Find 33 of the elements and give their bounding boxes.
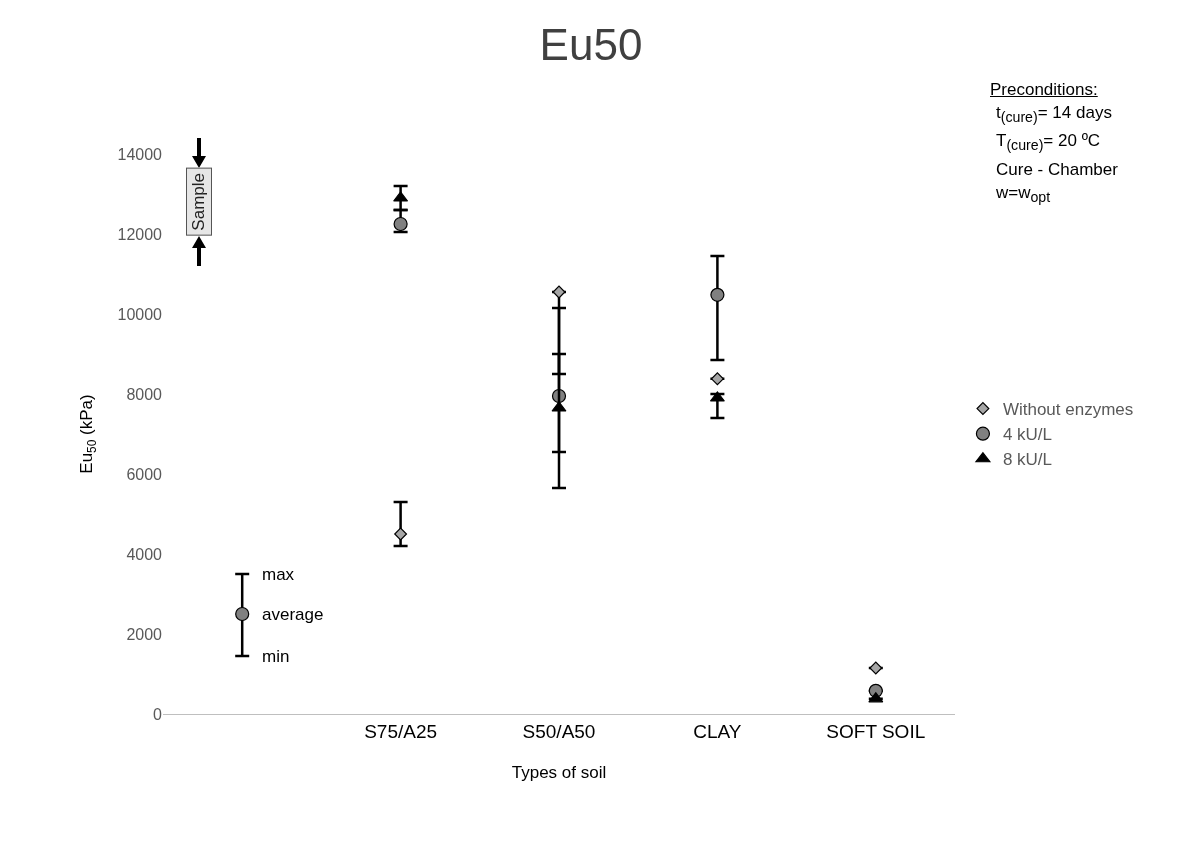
y-tick-label: 14000 xyxy=(117,145,163,163)
y-tick-label: 12000 xyxy=(117,225,163,243)
point xyxy=(869,661,883,675)
y-tick-label: 10000 xyxy=(117,305,163,323)
annotation: Sample xyxy=(186,168,212,236)
x-axis-title: Types of soil xyxy=(511,763,607,783)
text: Cure - Chamber xyxy=(995,158,1118,181)
x-tick-label: S75/A25 xyxy=(364,720,438,742)
y-tick-label: 6000 xyxy=(126,465,163,483)
y-tick-label: 4000 xyxy=(126,545,163,563)
chart-title: Eu50 xyxy=(539,20,643,70)
point xyxy=(235,606,250,622)
text: t$_{(cure)}$= 14 days xyxy=(995,102,1113,128)
x-tick-label: SOFT SOIL xyxy=(826,720,926,742)
text: T$_{(cure)}$= 20 ºC xyxy=(995,130,1102,156)
legend-label: Without enzymes xyxy=(1002,400,1134,420)
point xyxy=(394,527,408,541)
point xyxy=(393,216,408,232)
legend-label: 4 kU/L xyxy=(1002,425,1053,445)
point xyxy=(710,287,725,302)
x-tick-label: CLAY xyxy=(693,720,742,742)
point xyxy=(710,372,724,386)
annotation: min xyxy=(262,647,290,666)
text: w=w$_{opt}$ xyxy=(995,181,1052,208)
y-tick-label: 0 xyxy=(153,705,163,723)
point xyxy=(552,285,566,299)
annotation: max xyxy=(262,565,295,584)
x-tick-label: S50/A50 xyxy=(522,720,596,742)
annotation: average xyxy=(262,605,324,624)
y-tick-label: 8000 xyxy=(126,385,163,403)
legend-label: 8 kU/L xyxy=(1002,450,1053,470)
y-tick-label: 2000 xyxy=(126,625,163,643)
text: Preconditions: xyxy=(990,79,1099,101)
